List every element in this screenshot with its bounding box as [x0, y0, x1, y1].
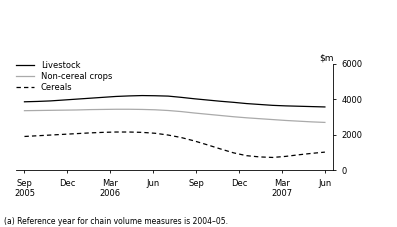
Livestock — [270, 104, 275, 107]
Livestock — [61, 99, 66, 101]
Non-cereal crops — [192, 112, 197, 114]
Cereals — [322, 151, 327, 153]
Non-cereal crops — [179, 110, 183, 113]
Non-cereal crops — [140, 108, 145, 111]
Livestock — [74, 98, 79, 101]
Livestock — [100, 96, 105, 99]
Livestock — [22, 100, 27, 103]
Non-cereal crops — [205, 113, 210, 116]
Line: Livestock: Livestock — [25, 96, 325, 107]
Cereals — [74, 132, 79, 135]
Livestock — [297, 105, 301, 108]
Livestock — [153, 94, 158, 97]
Cereals — [218, 148, 223, 150]
Non-cereal crops — [283, 119, 288, 122]
Cereals — [140, 131, 145, 134]
Non-cereal crops — [297, 120, 301, 123]
Non-cereal crops — [35, 109, 40, 112]
Non-cereal crops — [100, 108, 105, 111]
Non-cereal crops — [322, 121, 327, 124]
Text: (a) Reference year for chain volume measures is 2004–05.: (a) Reference year for chain volume meas… — [4, 217, 228, 226]
Livestock — [309, 105, 314, 108]
Cereals — [100, 131, 105, 134]
Livestock — [127, 95, 131, 97]
Legend: Livestock, Non-cereal crops, Cereals: Livestock, Non-cereal crops, Cereals — [16, 62, 112, 92]
Livestock — [166, 95, 171, 97]
Line: Cereals: Cereals — [25, 132, 325, 158]
Non-cereal crops — [87, 108, 92, 111]
Cereals — [22, 135, 27, 138]
Livestock — [179, 96, 183, 99]
Non-cereal crops — [74, 109, 79, 111]
Livestock — [322, 106, 327, 108]
Cereals — [231, 151, 236, 154]
Cereals — [35, 134, 40, 137]
Livestock — [218, 100, 223, 103]
Non-cereal crops — [48, 109, 53, 112]
Cereals — [205, 143, 210, 146]
Cereals — [283, 155, 288, 158]
Cereals — [127, 131, 131, 133]
Cereals — [114, 131, 118, 133]
Line: Non-cereal crops: Non-cereal crops — [25, 109, 325, 122]
Non-cereal crops — [218, 114, 223, 117]
Cereals — [244, 154, 249, 157]
Non-cereal crops — [166, 109, 171, 112]
Livestock — [244, 102, 249, 105]
Non-cereal crops — [257, 117, 262, 120]
Livestock — [192, 97, 197, 100]
Non-cereal crops — [153, 109, 158, 111]
Non-cereal crops — [127, 108, 131, 111]
Cereals — [192, 140, 197, 142]
Livestock — [140, 94, 145, 97]
Cereals — [153, 132, 158, 135]
Non-cereal crops — [114, 108, 118, 111]
Livestock — [114, 95, 118, 98]
Cereals — [309, 152, 314, 155]
Cereals — [270, 156, 275, 159]
Livestock — [257, 103, 262, 106]
Non-cereal crops — [231, 115, 236, 118]
Cereals — [87, 131, 92, 134]
Cereals — [297, 153, 301, 156]
Cereals — [257, 155, 262, 158]
Livestock — [87, 97, 92, 100]
Cereals — [166, 134, 171, 136]
Non-cereal crops — [61, 109, 66, 111]
Cereals — [179, 136, 183, 139]
Livestock — [48, 99, 53, 102]
Livestock — [283, 104, 288, 107]
Livestock — [35, 100, 40, 103]
Non-cereal crops — [22, 109, 27, 112]
Livestock — [205, 99, 210, 101]
Cereals — [61, 133, 66, 136]
Non-cereal crops — [309, 121, 314, 123]
Cereals — [48, 134, 53, 136]
Non-cereal crops — [244, 116, 249, 119]
Non-cereal crops — [270, 118, 275, 121]
Text: $m: $m — [319, 54, 333, 62]
Livestock — [231, 101, 236, 104]
